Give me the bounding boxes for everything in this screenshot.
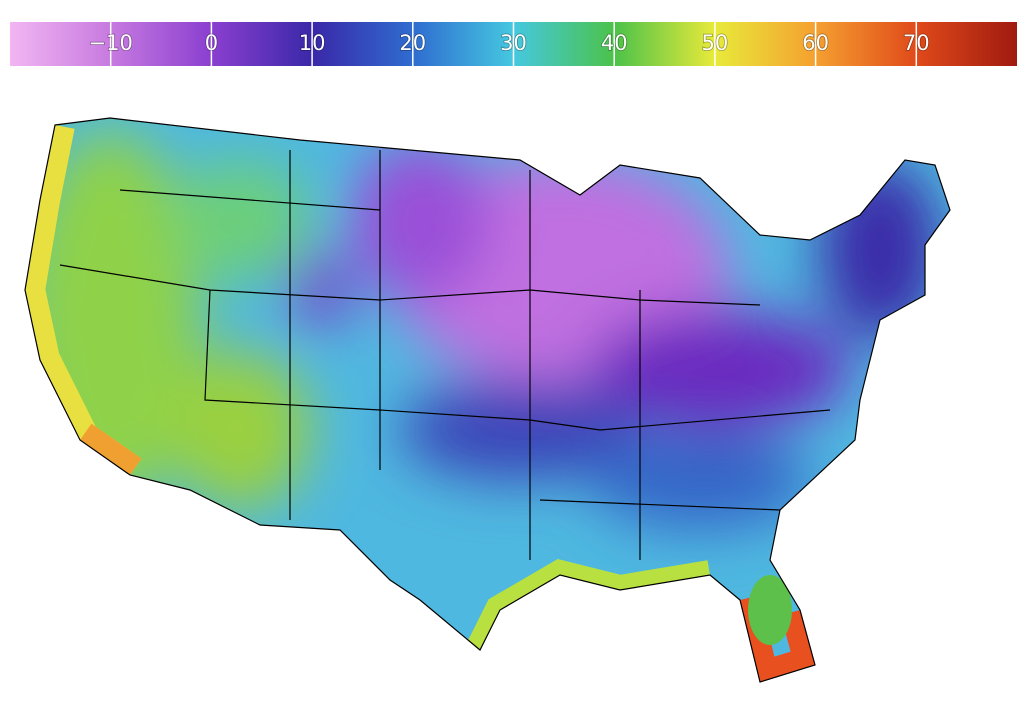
colorbar-tick-label: 30 (500, 31, 527, 55)
colorbar-tick-label: 60 (802, 31, 829, 55)
colorbar: −10 0 10 20 30 40 50 60 70 (10, 22, 1017, 66)
colorbar-tick-label: 20 (399, 31, 426, 55)
colorbar-tick-label: 50 (702, 31, 729, 55)
colorbar-tick-label: −10 (89, 31, 133, 55)
temperature-field (25, 118, 950, 682)
colorbar-tick-label: 10 (299, 31, 326, 55)
colorbar-tick-label: 40 (601, 31, 628, 55)
state-lines (24, 117, 951, 683)
colorbar-tick-label: 0 (205, 31, 218, 55)
colorbar-tick-label: 70 (903, 31, 930, 55)
